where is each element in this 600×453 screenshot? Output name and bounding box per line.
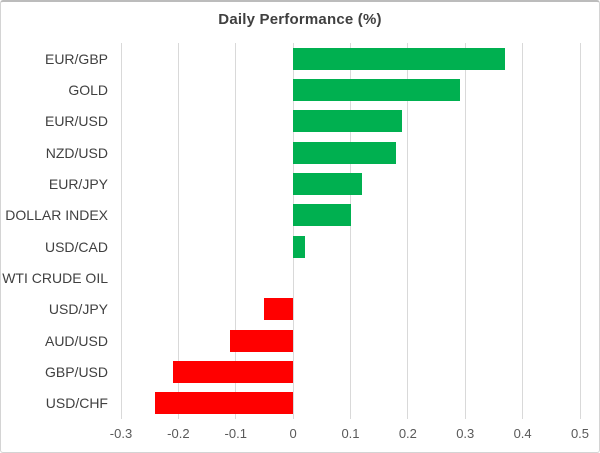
bar-gold <box>293 79 460 101</box>
x-tick-label: 0.1 <box>341 426 360 441</box>
category-label: USD/JPY <box>48 301 108 318</box>
category-label: EUR/USD <box>44 113 108 130</box>
category-label: EUR/JPY <box>48 175 108 192</box>
x-tick-label: -0.3 <box>109 426 133 441</box>
bar-dollar-index <box>293 204 351 227</box>
gridline <box>350 43 351 419</box>
category-label: GOLD <box>68 81 108 98</box>
x-tick-label: 0.2 <box>398 426 417 441</box>
category-label: AUD/USD <box>44 332 108 349</box>
gridline <box>177 43 179 419</box>
bar-aud-usd <box>230 329 294 352</box>
gridline <box>292 43 294 419</box>
gridline <box>120 43 122 419</box>
x-tick-label: -0.1 <box>224 426 247 441</box>
x-tick-label: 0.5 <box>570 426 590 441</box>
category-label: DOLLAR INDEX <box>5 207 108 224</box>
category-label: USD/CAD <box>44 238 108 255</box>
category-label: GBP/USD <box>44 363 108 380</box>
category-label: USD/CHF <box>45 395 108 412</box>
bar-usd-jpy <box>264 298 294 321</box>
x-tick-label: -0.2 <box>167 426 190 441</box>
bar-usd-cad <box>293 235 305 258</box>
x-tick-label: 0 <box>289 426 297 441</box>
category-label: NZD/USD <box>45 144 108 161</box>
bar-eur-usd <box>293 110 403 133</box>
category-label: WTI CRUDE OIL <box>2 269 108 286</box>
bar-eur-gbp <box>293 47 506 70</box>
gridline <box>579 43 581 419</box>
gridline <box>235 43 237 419</box>
x-tick-label: 0.4 <box>513 426 532 441</box>
gridline <box>522 43 524 419</box>
chart-title: Daily Performance (%) <box>218 11 382 28</box>
x-tick-label: 0.3 <box>456 426 475 441</box>
bar-eur-jpy <box>293 173 362 195</box>
bar-nzd-usd <box>293 141 397 164</box>
category-label: EUR/GBP <box>44 50 108 67</box>
gridline <box>407 43 409 419</box>
bar-gbp-usd <box>172 361 294 383</box>
bar-usd-chf <box>155 392 294 415</box>
gridline <box>464 43 466 419</box>
